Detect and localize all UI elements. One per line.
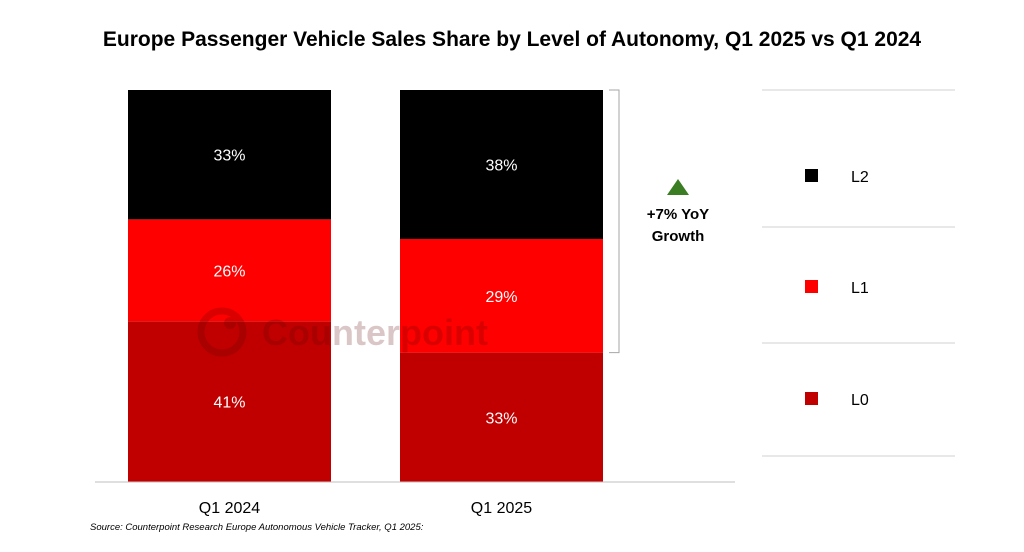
watermark-logo-dot-icon xyxy=(224,317,236,329)
watermark-logo-icon xyxy=(197,307,247,357)
bar-l0-q1-2025 xyxy=(400,352,603,482)
bar-l2-q1-2025 xyxy=(400,90,603,239)
data-label-l0-q1-2025: 33% xyxy=(485,410,517,427)
legend-label-l0: L0 xyxy=(851,392,869,409)
data-label-l2-q1-2025: 38% xyxy=(485,157,517,174)
data-label-l2-q1-2024: 33% xyxy=(213,148,245,165)
bar-l1-q1-2025 xyxy=(400,238,603,353)
bar-l0-q1-2024 xyxy=(128,321,331,482)
x-tick-label: Q1 2024 xyxy=(199,500,260,517)
bar-l2-q1-2024 xyxy=(128,90,331,220)
growth-bracket xyxy=(609,89,620,354)
growth-up-triangle-icon xyxy=(667,179,689,195)
growth-annotation-line2: Growth xyxy=(652,228,705,245)
data-label-l0-q1-2024: 41% xyxy=(213,395,245,412)
growth-annotation-line1: +7% YoY xyxy=(647,206,709,223)
legend-swatch-l1 xyxy=(805,280,818,293)
legend-swatch-l2 xyxy=(805,169,818,182)
chart-title: Europe Passenger Vehicle Sales Share by … xyxy=(102,28,922,51)
x-tick-labels: Q1 2024 Q1 2025 xyxy=(199,500,532,517)
legend-swatch-l0 xyxy=(805,392,818,405)
watermark-text: Counterpoint xyxy=(262,312,488,353)
legend-label-l2: L2 xyxy=(851,169,869,186)
source-note: Source: Counterpoint Research Europe Aut… xyxy=(90,522,424,533)
watermark: Counterpoint xyxy=(197,307,488,357)
bar-l1-q1-2024 xyxy=(128,219,331,322)
x-tick-label: Q1 2025 xyxy=(471,500,532,517)
data-label-l1-q1-2024: 26% xyxy=(213,263,245,280)
legend: L2 L1 L0 xyxy=(762,89,955,457)
legend-label-l1: L1 xyxy=(851,280,869,297)
data-label-l1-q1-2025: 29% xyxy=(485,289,517,306)
bar-group: 41% 26% 33% 33% 29% 38% xyxy=(128,90,603,482)
